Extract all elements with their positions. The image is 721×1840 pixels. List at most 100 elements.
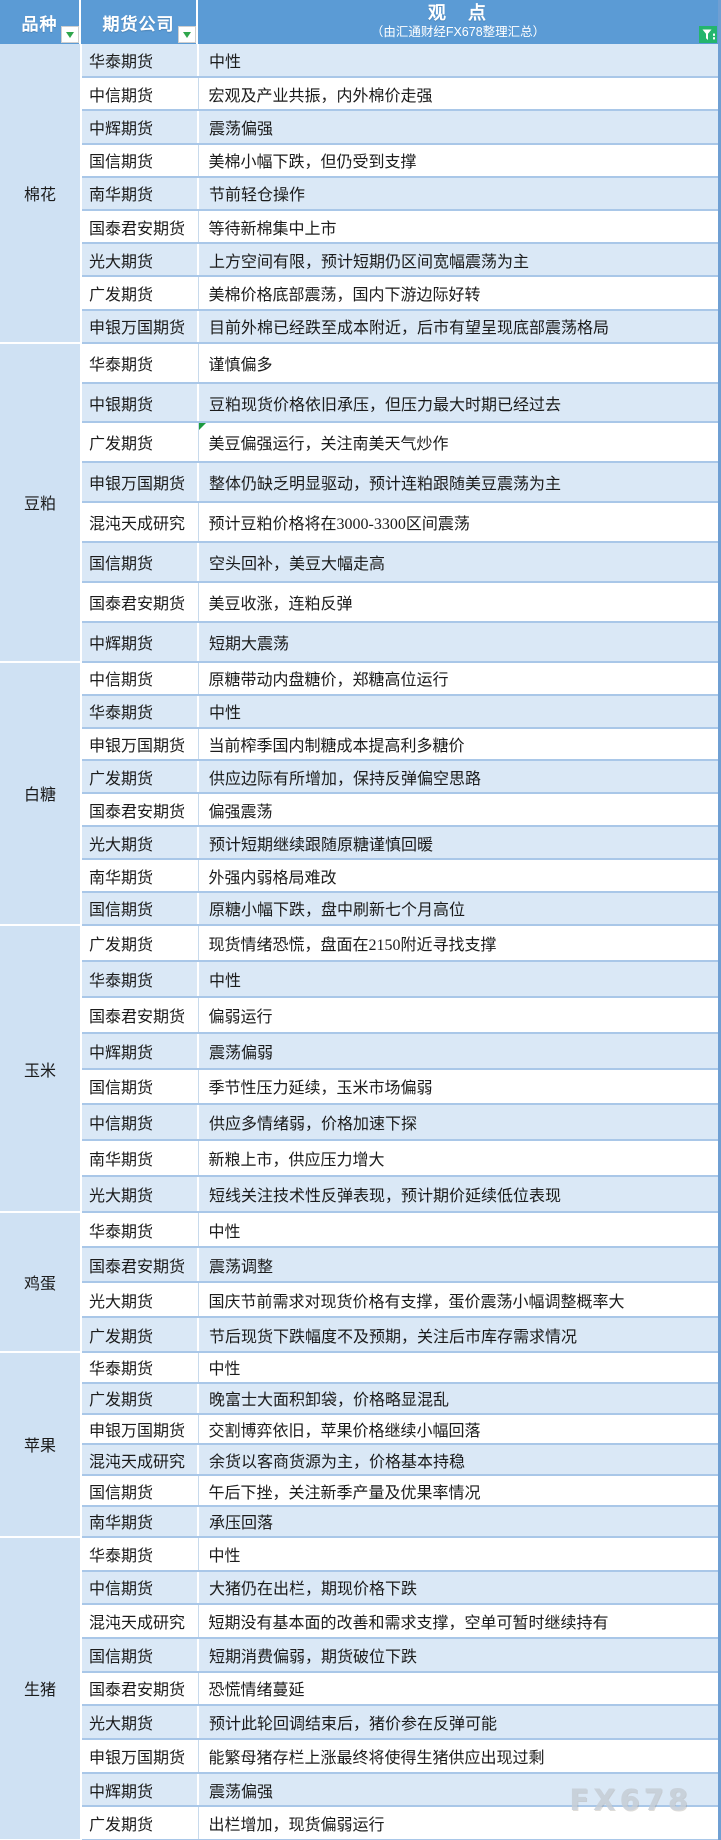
table-row: 申银万国期货 整体仍缺乏明显驱动，预计连粕跟随美豆震荡为主 — [0, 462, 718, 504]
opinion-cell: 美豆收涨，连粕反弹 — [198, 582, 718, 623]
company-cell: 中辉期货 — [81, 621, 199, 663]
table-row: 广发期货 美豆偏强运行，关注南美天气炒作 — [0, 422, 718, 464]
table-row: 华泰期货 中性 — [0, 694, 718, 729]
opinion-cell: 原糖小幅下跌，盘中刷新七个月高位 — [198, 892, 718, 926]
opinion-cell: 季节性压力延续，玉米市场偏弱 — [198, 1068, 718, 1106]
table-row: 中银期货 豆粕现货价格依旧承压，但压力最大时期已经过去 — [0, 382, 718, 424]
table-row: 中信期货 供应多情绪弱，价格加速下探 — [0, 1104, 718, 1142]
company-header-label: 期货公司 — [102, 14, 175, 34]
opinion-header-subtitle: （由汇通财经FX678整理汇总） — [370, 25, 546, 39]
company-cell: 国泰君安期货 — [81, 1671, 199, 1707]
opinion-cell: 短线关注技术性反弹表现，预计期价延续低位表现 — [198, 1176, 718, 1214]
company-cell: 申银万国期货 — [81, 309, 199, 344]
table-row: 南华期货 外强内弱格局难改 — [0, 859, 718, 894]
table-row: 华泰期货 中性 — [0, 960, 718, 998]
table-row: 广发期货 供应边际有所增加，保持反弹偏空思路 — [0, 760, 718, 795]
opinion-cell: 短期大震荡 — [198, 621, 718, 663]
company-cell: 广发期货 — [81, 1317, 199, 1354]
opinion-cell: 中性 — [198, 1536, 718, 1572]
opinion-cell: 晚富士大面积卸袋，价格略显混乱 — [198, 1382, 718, 1415]
company-cell: 申银万国期货 — [81, 1738, 199, 1774]
opinion-cell: 中性 — [198, 1352, 718, 1384]
table-row: 国泰君安期货 震荡调整 — [0, 1247, 718, 1284]
company-filter-dropdown-button[interactable] — [178, 26, 196, 43]
table-row: 中辉期货 震荡偏弱 — [0, 1032, 718, 1070]
table-row: 光大期货 国庆节前需求对现货价格有支撑，蛋价震荡小幅调整概率大 — [0, 1282, 718, 1319]
variety-cell: 棉花 — [0, 44, 82, 344]
dropdown-triangle-icon — [183, 31, 191, 38]
opinion-cell: 中性 — [198, 1212, 718, 1249]
opinion-cell: 节前轻仓操作 — [198, 176, 718, 211]
opinion-cell: 谨慎偏多 — [198, 342, 718, 384]
opinion-cell: 原糖带动内盘糖价，郑糖高位运行 — [198, 661, 718, 696]
opinion-cell: 中性 — [198, 960, 718, 998]
opinion-header-label: 观 点 — [428, 3, 488, 23]
table-filter-button[interactable] — [699, 26, 717, 43]
company-cell: 华泰期货 — [81, 694, 199, 729]
company-cell: 中信期货 — [81, 1570, 199, 1606]
opinion-cell: 大猪仍在出栏，期现价格下跌 — [198, 1570, 718, 1606]
funnel-icon — [702, 29, 715, 40]
company-cell: 广发期货 — [81, 422, 199, 464]
opinion-cell: 预计豆粕价格将在3000-3300区间震荡 — [198, 502, 718, 544]
company-cell: 国信期货 — [81, 892, 199, 926]
table-row: 申银万国期货 能繁母猪存栏上涨最终将使得生猪供应出现过剩 — [0, 1738, 718, 1774]
opinion-cell: 等待新棉集中上市 — [198, 209, 718, 245]
table-row: 南华期货 承压回落 — [0, 1506, 718, 1538]
table-row: 豆粕 华泰期货 谨慎偏多 — [0, 342, 718, 663]
company-cell: 国泰君安期货 — [81, 582, 199, 623]
company-cell: 光大期货 — [81, 1176, 199, 1214]
company-cell: 广发期货 — [81, 1806, 199, 1840]
company-cell: 中信期货 — [81, 1104, 199, 1142]
company-cell: 国泰君安期货 — [81, 209, 199, 245]
table-row: 国泰君安期货 偏强震荡 — [0, 793, 718, 828]
table-row: 申银万国期货 目前外棉已经跌至成本附近，后市有望呈现底部震荡格局 — [0, 309, 718, 344]
table-row: 棉花 华泰期货 中性 — [0, 44, 718, 344]
table-row: 中信期货 宏观及产业共振，内外棉价走强 — [0, 77, 718, 112]
company-cell: 华泰期货 — [81, 1212, 199, 1249]
header-cell-variety: 品种 — [0, 0, 81, 44]
company-cell: 南华期货 — [81, 176, 199, 211]
dropdown-triangle-icon — [66, 31, 74, 38]
company-cell: 申银万国期货 — [81, 462, 199, 504]
table-row: 中辉期货 震荡偏强 — [0, 110, 718, 145]
opinion-cell: 美棉价格底部震荡，国内下游边际好转 — [198, 276, 718, 311]
opinion-cell: 出栏增加，现货偏弱运行 — [198, 1806, 718, 1840]
opinion-cell: 短期消费偏弱，期货破位下跌 — [198, 1637, 718, 1673]
variety-filter-dropdown-button[interactable] — [61, 26, 79, 43]
company-cell: 国信期货 — [81, 1637, 199, 1673]
table-row: 混沌天成研究 预计豆粕价格将在3000-3300区间震荡 — [0, 502, 718, 544]
opinion-cell: 偏弱运行 — [198, 996, 718, 1034]
company-cell: 国信期货 — [81, 1475, 199, 1508]
table-row: 鸡蛋 华泰期货 中性 — [0, 1212, 718, 1354]
company-cell: 国泰君安期货 — [81, 1247, 199, 1284]
table-row: 国泰君安期货 偏弱运行 — [0, 996, 718, 1034]
opinion-cell: 能繁母猪存栏上涨最终将使得生猪供应出现过剩 — [198, 1738, 718, 1774]
table-row: 国泰君安期货 等待新棉集中上市 — [0, 209, 718, 245]
variety-header-label: 品种 — [21, 14, 58, 34]
company-cell: 广发期货 — [81, 760, 199, 795]
table-row: 生猪 华泰期货 中性 — [0, 1536, 718, 1840]
opinion-cell: 交割博弈依旧，苹果价格继续小幅回落 — [198, 1413, 718, 1446]
table-row: 光大期货 预计此轮回调结束后，猪价参在反弹可能 — [0, 1705, 718, 1740]
company-cell: 华泰期货 — [81, 342, 199, 384]
table-row: 广发期货 节后现货下跌幅度不及预期，关注后市库存需求情况 — [0, 1317, 718, 1354]
company-cell: 南华期货 — [81, 1506, 199, 1538]
company-cell: 光大期货 — [81, 826, 199, 861]
company-cell: 国泰君安期货 — [81, 996, 199, 1034]
opinions-grid: 棉花 华泰期货 中性 中信期货 宏观及产业共振，内外棉价走强 中辉期货 震荡偏强 国信期货 美棉… — [0, 44, 718, 1840]
company-cell: 中辉期货 — [81, 1772, 199, 1808]
table-row: 国信期货 短期消费偏弱，期货破位下跌 — [0, 1637, 718, 1673]
company-cell: 南华期货 — [81, 1140, 199, 1178]
table-row: 南华期货 节前轻仓操作 — [0, 176, 718, 211]
opinion-cell: 新粮上市，供应压力增大 — [198, 1140, 718, 1178]
table-row: 国信期货 美棉小幅下跌，但仍受到支撑 — [0, 143, 718, 178]
company-cell: 国泰君安期货 — [81, 793, 199, 828]
opinion-cell: 国庆节前需求对现货价格有支撑，蛋价震荡小幅调整概率大 — [198, 1282, 718, 1319]
variety-cell: 豆粕 — [0, 342, 82, 663]
company-cell: 南华期货 — [81, 859, 199, 894]
company-cell: 申银万国期货 — [81, 727, 199, 762]
opinion-cell: 上方空间有限，预计短期仍区间宽幅震荡为主 — [198, 243, 718, 278]
opinion-cell: 中性 — [198, 44, 718, 79]
